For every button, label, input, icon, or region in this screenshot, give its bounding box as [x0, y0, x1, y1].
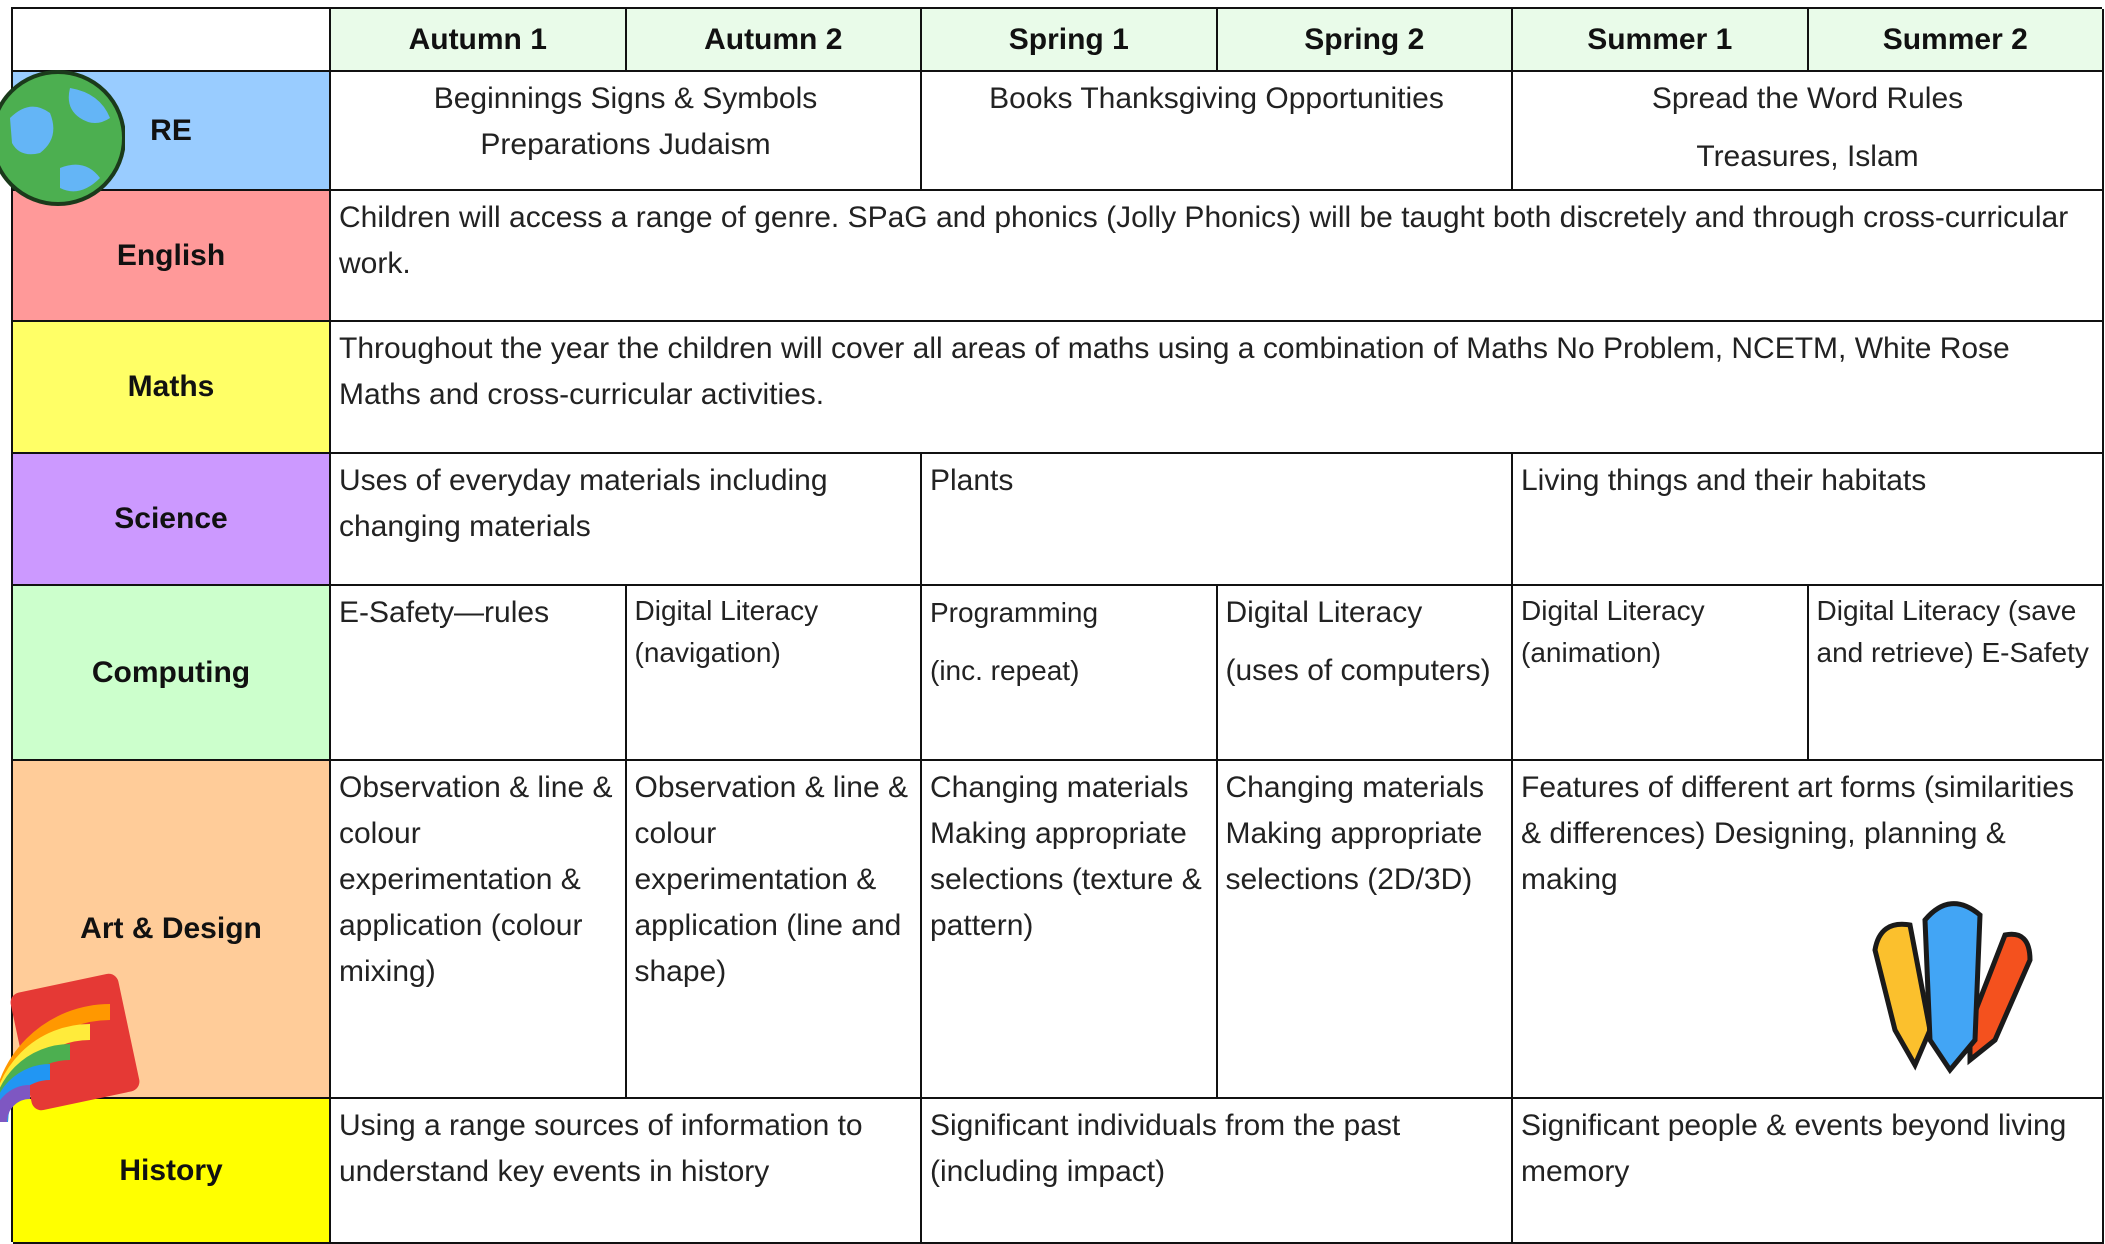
cell-text: Children will access a range of genre. S…	[339, 201, 2069, 280]
cell-text: Digital Literacy (save and retrieve) E-S…	[1816, 595, 2089, 668]
cell-text: Preparations Judaism	[480, 128, 771, 161]
column-header: Autumn 2	[626, 9, 922, 72]
column-header: Summer 2	[1808, 9, 2104, 72]
cell-text: Uses of everyday materials including cha…	[339, 464, 828, 543]
cell: Digital Literacy (navigation)	[626, 586, 922, 761]
cell-text: Significant individuals from the past (i…	[930, 1109, 1401, 1188]
cell-text: Throughout the year the children will co…	[339, 332, 2010, 411]
subject: Science	[13, 454, 331, 586]
cell-text: Changing materials Making appropriate se…	[1225, 771, 1484, 896]
cell: Spread the Word Rules Treasures, Islam	[1513, 72, 2104, 191]
column-header: Spring 1	[922, 9, 1218, 72]
column-header: Autumn 1	[331, 9, 627, 72]
cell-text: Spread the Word Rules	[1651, 82, 1964, 115]
cell: Plants	[922, 454, 1513, 586]
pencils-icon	[1872, 901, 2033, 1075]
cell: Uses of everyday materials including cha…	[331, 454, 922, 586]
cell: Significant individuals from the past (i…	[922, 1099, 1513, 1244]
cell-text: Books Thanksgiving Opportunities	[989, 82, 1444, 115]
cell-text: Using a range sources of information to …	[339, 1109, 863, 1188]
rainbow-icon	[0, 973, 140, 1123]
subject: English	[13, 191, 331, 322]
column-header: Spring 2	[1217, 9, 1513, 72]
cell: E-Safety—rules	[331, 586, 627, 761]
cell-text: Digital Literacy (animation)	[1521, 595, 1705, 668]
cell: Throughout the year the children will co…	[331, 322, 2104, 454]
corner-cell	[13, 9, 331, 72]
cell-text: Changing materials Making appropriate se…	[930, 771, 1202, 942]
cell-text: (inc. repeat)	[930, 655, 1080, 686]
cell-text: Programming	[930, 597, 1099, 628]
cell: Observation & line & colour experimentat…	[626, 761, 922, 1099]
cell: Changing materials Making appropriate se…	[922, 761, 1218, 1099]
cell: Digital Literacy (save and retrieve) E-S…	[1808, 586, 2104, 761]
cell: Digital Literacy (animation)	[1513, 586, 1809, 761]
cell-text: (uses of computers)	[1225, 654, 1491, 687]
cell: Using a range sources of information to …	[331, 1099, 922, 1244]
subject: History	[13, 1099, 331, 1244]
cell: Beginnings Signs & Symbols Preparations J…	[331, 72, 922, 191]
cell-text: Significant people & events beyond livin…	[1521, 1109, 2067, 1188]
cell: Features of different art forms (similar…	[1513, 761, 2104, 1099]
cell: Books Thanksgiving Opportunities	[922, 72, 1513, 191]
cell-text: E-Safety—rules	[339, 596, 550, 629]
cell-text: Observation & line & colour experimentat…	[634, 771, 908, 988]
cell-text: Digital Literacy	[1225, 596, 1423, 629]
cell-text: Features of different art forms (similar…	[1521, 771, 2074, 896]
cell-text: Beginnings Signs & Symbols	[433, 82, 818, 115]
cell: Children will access a range of genre. S…	[331, 191, 2104, 322]
cell: Digital Literacy (uses of computers)	[1217, 586, 1513, 761]
cell: Living things and their habitats	[1513, 454, 2104, 586]
cell-text: Plants	[930, 464, 1014, 497]
cell: Programming (inc. repeat)	[922, 586, 1218, 761]
subject: Maths	[13, 322, 331, 454]
cell: Changing materials Making appropriate se…	[1217, 761, 1513, 1099]
curriculum-table: Autumn 1 Autumn 2 Spring 1 Spring 2 Summ…	[11, 7, 2104, 1244]
globe-icon	[0, 70, 125, 206]
cell: Observation & line & colour experimentat…	[331, 761, 627, 1099]
subject: Computing	[13, 586, 331, 761]
cell-text: Living things and their habitats	[1521, 464, 1927, 497]
cell-text: Digital Literacy (navigation)	[634, 595, 819, 668]
column-header: Summer 1	[1513, 9, 1809, 72]
cell-text: Observation & line & colour experimentat…	[339, 771, 613, 988]
cell-text: Treasures, Islam	[1696, 140, 1919, 173]
cell: Significant people & events beyond livin…	[1513, 1099, 2104, 1244]
